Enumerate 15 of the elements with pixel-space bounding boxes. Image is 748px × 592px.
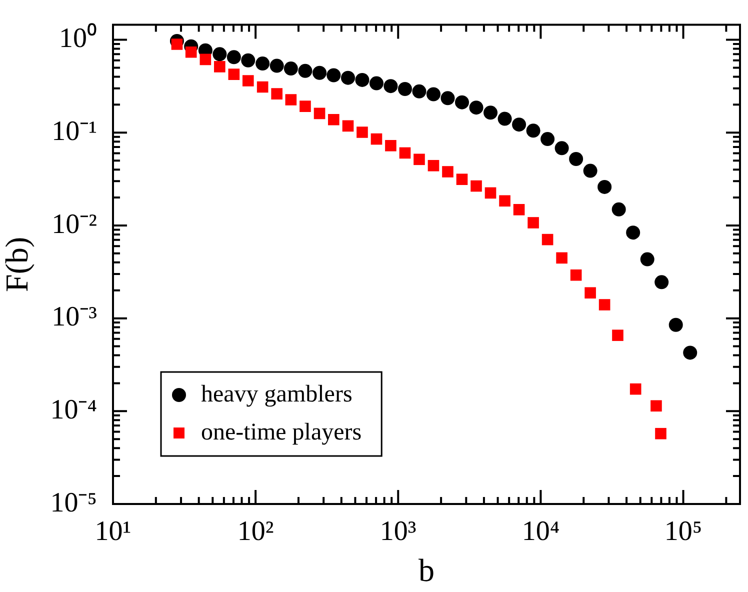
x-tick-label: 10²	[237, 516, 274, 548]
y-axis-title: F(b)	[0, 236, 35, 292]
x-tick-label: 10⁴	[522, 516, 560, 548]
x-tick-label: 10⁵	[664, 516, 702, 548]
x-tick-label: 10¹	[94, 516, 132, 548]
y-tick-label: 10⁻³	[52, 302, 97, 333]
x-tick-label: 10³	[380, 516, 416, 548]
y-tick-label: 10⁰	[59, 23, 97, 54]
y-tick-label: 10⁻¹	[52, 116, 97, 147]
y-tick-label: 10⁻²	[52, 208, 97, 240]
y-tick-label: 10⁻⁵	[50, 487, 97, 518]
legend-label: one-time players	[201, 419, 362, 446]
x-axis-title: b	[418, 552, 434, 588]
legend-label: heavy gamblers	[201, 381, 352, 408]
y-tick-label: 10⁻⁴	[50, 394, 97, 426]
